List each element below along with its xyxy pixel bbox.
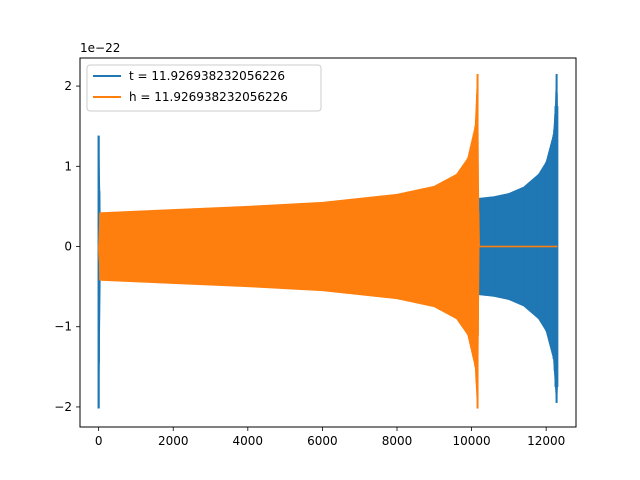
legend-box: [86, 64, 322, 112]
x-tick-label: 12000: [527, 434, 565, 448]
y-tick-label: 2: [64, 79, 72, 93]
x-tick-label: 10000: [452, 434, 490, 448]
y-tick-label: −2: [54, 400, 72, 414]
y-tick-label: −1: [54, 320, 72, 334]
y-offset-text: 1e−22: [80, 41, 120, 55]
x-tick-label: 0: [95, 434, 103, 448]
plot-area: [97, 74, 559, 409]
x-axis: 0 2000 4000 6000 8000 10000 12000: [95, 427, 565, 448]
axes-frame: [79, 57, 577, 428]
x-tick-label: 2000: [158, 434, 189, 448]
legend-label: t = 11.926938232056226: [129, 69, 285, 83]
legend-label: h = 11.926938232056226: [129, 90, 288, 104]
legend: t = 11.926938232056226 h = 11.92693823205…: [86, 64, 322, 112]
x-tick-label: 6000: [307, 434, 338, 448]
y-tick-label: 0: [64, 240, 72, 254]
x-tick-label: 8000: [382, 434, 413, 448]
series-h-line: [98, 74, 558, 409]
y-tick-label: 1: [64, 159, 72, 173]
y-axis: −2 −1 0 1 2: [54, 79, 80, 414]
x-tick-label: 4000: [233, 434, 264, 448]
